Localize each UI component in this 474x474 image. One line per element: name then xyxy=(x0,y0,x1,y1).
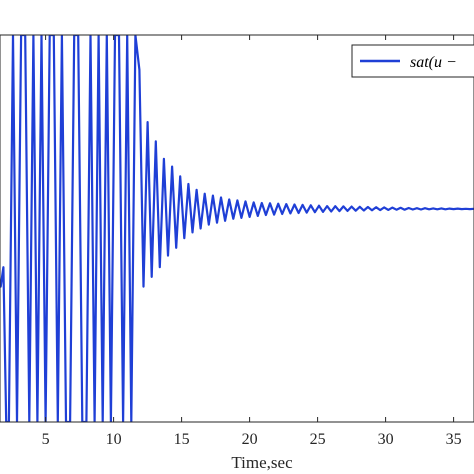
legend-entry: sat(u − xyxy=(410,54,457,71)
x-tick-label: 5 xyxy=(42,431,50,448)
series-line xyxy=(0,35,474,422)
x-tick-label: 15 xyxy=(174,431,190,448)
x-tick-label: 25 xyxy=(310,431,326,448)
x-tick-label: 30 xyxy=(378,431,394,448)
x-axis-ticks: 5 10 15 20 25 30 35 xyxy=(42,35,462,448)
x-tick-label: 10 xyxy=(106,431,122,448)
x-tick-label: 35 xyxy=(446,431,462,448)
plot-frame xyxy=(0,34,474,423)
x-tick-label: 20 xyxy=(242,431,258,448)
x-axis-label: Time,sec xyxy=(231,453,293,472)
legend: sat(u − xyxy=(351,44,474,78)
plot-area xyxy=(0,34,474,423)
